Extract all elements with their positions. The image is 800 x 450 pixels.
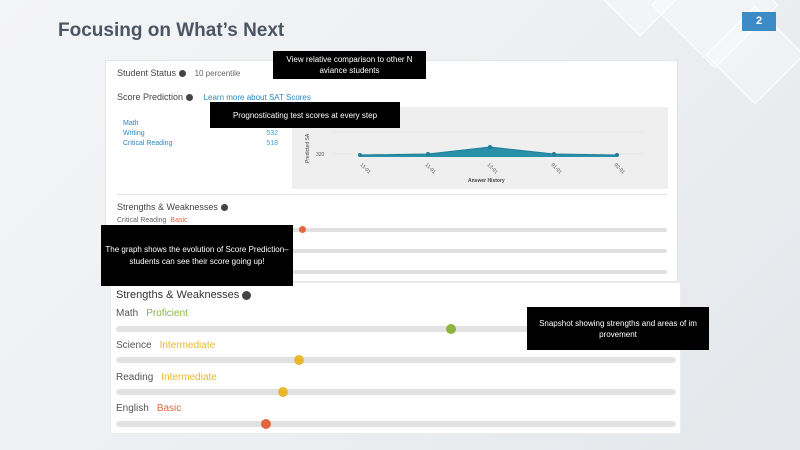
mini-strength-track [117, 226, 667, 233]
graph-callout: The graph shows the evolution of Score P… [101, 225, 293, 286]
mini-strength-label: Critical Reading Basic [117, 217, 188, 224]
sat-scores-link[interactable]: Learn more about SAT Scores [203, 93, 311, 102]
score-prediction-label: Score Prediction [117, 92, 184, 102]
student-status-label: Student Status [117, 68, 177, 78]
student-status-row: Student Status 10 percentile [117, 68, 240, 78]
strengths-title-text: Strengths & Weaknesses [116, 289, 240, 301]
strength-track [116, 324, 676, 334]
subject-level: Basic [156, 403, 182, 414]
x-axis-label: Answer History [468, 178, 505, 184]
subject-level: Intermediate [161, 372, 217, 383]
subject-level: Intermediate [159, 340, 216, 351]
score-prediction-row: Score Prediction Learn more about SAT Sc… [117, 92, 311, 102]
mini-strength-track [117, 270, 667, 274]
score-value: 518 [266, 140, 278, 147]
strengths-title: Strengths & Weaknesses [116, 289, 252, 301]
subject-row: Science Intermediate [116, 340, 215, 351]
student-status-value: 10 percentile [194, 69, 241, 78]
snapshot-callout: Snapshot showing strengths and areas of … [527, 307, 709, 350]
chart-point [615, 153, 619, 157]
comparison-callout: View relative comparison to other N avia… [273, 51, 426, 79]
mini-strength-marker [299, 226, 306, 233]
x-tick-label: 11-01 [359, 162, 372, 175]
strength-marker [294, 355, 304, 365]
chart-point [358, 153, 362, 157]
score-subject: Writing [123, 130, 145, 137]
x-tick-label: 11-01 [424, 162, 437, 175]
mini-subject: Critical Reading [117, 217, 167, 224]
strengths-weaknesses-panel: Strengths & Weaknesses Math Proficient Sc… [110, 282, 681, 434]
subject-row: Math Proficient [116, 308, 188, 319]
strength-track [116, 419, 676, 429]
chart-point [552, 152, 556, 156]
score-row: Critical Reading 518 [123, 139, 278, 149]
mini-level: Basic [170, 217, 188, 224]
info-icon[interactable] [242, 290, 252, 300]
subject-name: Math [116, 308, 139, 319]
page-number-badge: 2 [742, 12, 776, 31]
subject-level: Proficient [146, 308, 188, 319]
y-axis-label: Predicted SA [305, 133, 311, 163]
prognosticating-callout: Prognosticating test scores at every ste… [210, 102, 400, 128]
score-subject: Critical Reading [123, 140, 173, 147]
info-icon[interactable] [220, 204, 228, 212]
strength-track [116, 355, 676, 365]
x-tick-label: 12-01 [486, 162, 499, 175]
y-tick-label: 320 [316, 152, 325, 158]
chart-point [426, 152, 430, 156]
x-tick-label: 01-01 [550, 162, 563, 175]
strength-marker [446, 324, 456, 334]
divider [117, 194, 667, 195]
subject-name: English [116, 403, 149, 414]
mini-strengths-title: Strengths & Weaknesses [117, 202, 228, 212]
x-tick-label: 02-01 [613, 162, 626, 175]
score-prediction-chart: Predicted SA 320 11-01 11-01 12-01 01-01… [292, 107, 668, 189]
subject-name: Science [116, 340, 152, 351]
score-list: Math Writing 532 Critical Reading 518 [123, 119, 278, 149]
subject-row: Reading Intermediate [116, 372, 217, 383]
strength-track [116, 387, 676, 397]
info-icon[interactable] [186, 94, 194, 102]
info-icon[interactable] [179, 70, 187, 78]
mini-strengths-title-text: Strengths & Weaknesses [117, 202, 218, 212]
subject-row: English Basic [116, 403, 181, 414]
slide-title: Focusing on What’s Next [58, 20, 285, 41]
score-row: Math [123, 119, 278, 129]
strength-marker [278, 387, 288, 397]
chart-point [488, 145, 492, 149]
strength-marker [261, 419, 271, 429]
chart-area [360, 147, 617, 157]
score-row: Writing 532 [123, 129, 278, 139]
score-subject: Math [123, 120, 139, 127]
score-value: 532 [266, 130, 278, 137]
mini-strength-track [117, 249, 667, 253]
subject-name: Reading [116, 372, 154, 383]
